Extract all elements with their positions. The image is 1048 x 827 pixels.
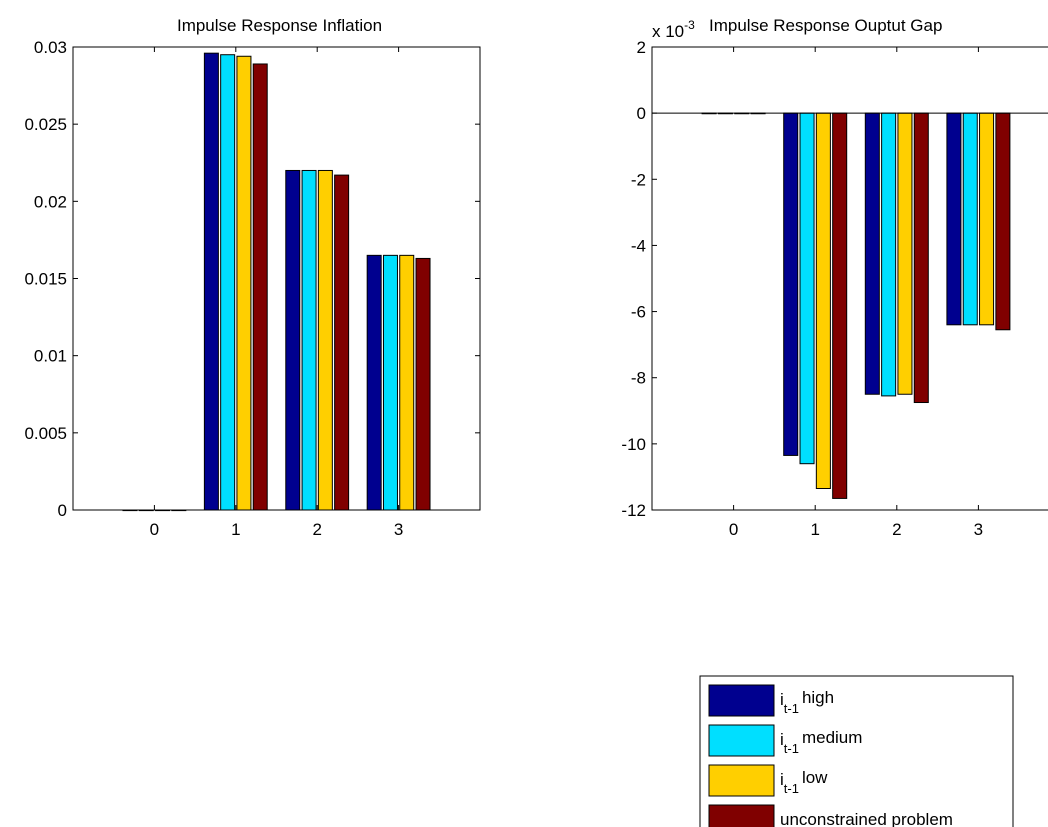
x-tick-label: 3 [394, 520, 403, 539]
y-tick-label: 0.005 [24, 424, 67, 443]
legend: it-1high it-1medium it-1low unconstrained p… [699, 675, 1014, 827]
inflation-chart: 0 0.005 0.01 0.015 0.02 0.025 0.03 0 1 2 3 Impulse … [24, 16, 481, 539]
legend-entry-label: unconstrained problem [780, 810, 953, 827]
x-tick-label: 0 [150, 520, 159, 539]
legend-entry-label: it-1low [780, 768, 828, 796]
bar [317, 169, 333, 511]
legend-entry-label: it-1high [780, 688, 834, 716]
chart-title: Impulse Response Inflation [177, 16, 382, 35]
y-tick-label: 0.01 [34, 347, 67, 366]
bar [815, 112, 831, 490]
output-gap-chart: 2 0 -2 -4 -6 -8 -10 -12 0 1 2 3 x 10-3 Impulse Respon… [621, 16, 1048, 539]
y-tick-label: -4 [631, 236, 646, 255]
y-tick-label: 0 [637, 104, 646, 123]
y-tick-label: -6 [631, 303, 646, 322]
legend-swatch [708, 804, 775, 827]
bar [334, 174, 350, 511]
bar [220, 54, 236, 511]
bar [301, 169, 317, 511]
x-tick-label: 0 [729, 520, 738, 539]
bar [382, 254, 398, 511]
legend-swatch [708, 724, 775, 757]
y-tick-label: -12 [621, 501, 646, 520]
bar [236, 55, 252, 511]
bar [399, 254, 415, 511]
x-tick-label: 1 [231, 520, 240, 539]
bar [203, 52, 219, 511]
bar [995, 112, 1011, 331]
x-tick-label: 1 [810, 520, 819, 539]
y-tick-label: 0.015 [24, 270, 67, 289]
x-tick-label: 3 [974, 520, 983, 539]
bar [881, 112, 897, 397]
x-tick-label: 2 [312, 520, 321, 539]
x-tick-label: 2 [892, 520, 901, 539]
bar [783, 112, 799, 456]
bar [913, 112, 929, 404]
bar [415, 257, 431, 511]
y-tick-label: -10 [621, 435, 646, 454]
bar [366, 254, 382, 511]
chart-title: Impulse Response Ouptut Gap [709, 16, 942, 35]
y-tick-label: -2 [631, 170, 646, 189]
y-tick-label: -8 [631, 369, 646, 388]
y-tick-label: 0.02 [34, 192, 67, 211]
axes-box [651, 46, 1048, 511]
bar [864, 112, 880, 395]
bar [962, 112, 978, 326]
bar [979, 112, 995, 326]
bar [799, 112, 815, 465]
y-tick-label: 2 [637, 38, 646, 57]
bar [946, 112, 962, 326]
y-tick-label: 0 [58, 501, 67, 520]
legend-swatch [708, 684, 775, 717]
bar [252, 63, 268, 511]
bar [285, 169, 301, 511]
y-tick-label: 0.03 [34, 38, 67, 57]
exponent-label: x 10-3 [652, 18, 695, 41]
bar [897, 112, 913, 395]
y-tick-label: 0.025 [24, 115, 67, 134]
legend-swatch [708, 764, 775, 797]
bar [832, 112, 848, 499]
legend-entry-label: it-1medium [780, 728, 862, 756]
